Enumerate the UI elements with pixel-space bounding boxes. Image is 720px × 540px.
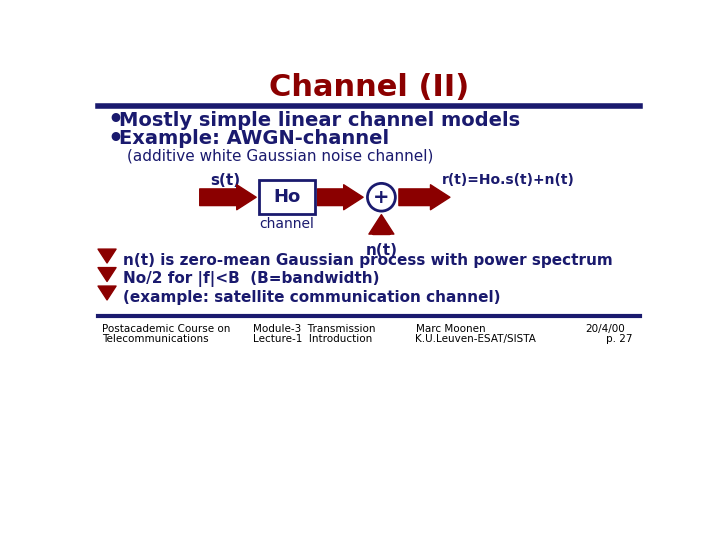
Text: s(t): s(t) xyxy=(210,173,240,188)
FancyArrowPatch shape xyxy=(399,185,450,210)
Text: 20/4/00: 20/4/00 xyxy=(585,323,625,334)
Text: Ho: Ho xyxy=(273,188,300,206)
FancyArrowPatch shape xyxy=(98,268,116,281)
Text: Channel (II): Channel (II) xyxy=(269,73,469,103)
FancyArrowPatch shape xyxy=(199,185,256,210)
Text: K.U.Leuven-ESAT/SISTA: K.U.Leuven-ESAT/SISTA xyxy=(415,334,536,343)
Text: (additive white Gaussian noise channel): (additive white Gaussian noise channel) xyxy=(127,148,433,163)
FancyBboxPatch shape xyxy=(259,180,315,214)
Text: Module-3  Transmission: Module-3 Transmission xyxy=(253,323,375,334)
Text: p. 27: p. 27 xyxy=(606,334,632,343)
Text: Postacademic Course on: Postacademic Course on xyxy=(102,323,230,334)
FancyArrowPatch shape xyxy=(318,185,363,210)
Text: channel: channel xyxy=(259,217,315,231)
Text: No/2 for |f|<B  (B=bandwidth): No/2 for |f|<B (B=bandwidth) xyxy=(122,271,379,287)
Text: +: + xyxy=(373,188,390,207)
Text: r(t)=Ho.s(t)+n(t): r(t)=Ho.s(t)+n(t) xyxy=(442,173,575,187)
FancyArrowPatch shape xyxy=(369,214,394,234)
Text: •: • xyxy=(107,127,123,151)
Text: Lecture-1  Introduction: Lecture-1 Introduction xyxy=(253,334,372,343)
Text: n(t): n(t) xyxy=(366,244,397,259)
Text: •: • xyxy=(107,108,123,132)
FancyArrowPatch shape xyxy=(98,286,116,300)
Text: Mostly simple linear channel models: Mostly simple linear channel models xyxy=(120,111,521,130)
Text: Marc Moonen: Marc Moonen xyxy=(415,323,485,334)
Circle shape xyxy=(367,184,395,211)
Text: Telecommunications: Telecommunications xyxy=(102,334,208,343)
FancyArrowPatch shape xyxy=(98,249,116,263)
Text: Example: AWGN-channel: Example: AWGN-channel xyxy=(120,129,390,148)
Text: (example: satellite communication channel): (example: satellite communication channe… xyxy=(122,290,500,305)
Text: n(t) is zero-mean Gaussian process with power spectrum: n(t) is zero-mean Gaussian process with … xyxy=(122,253,612,268)
